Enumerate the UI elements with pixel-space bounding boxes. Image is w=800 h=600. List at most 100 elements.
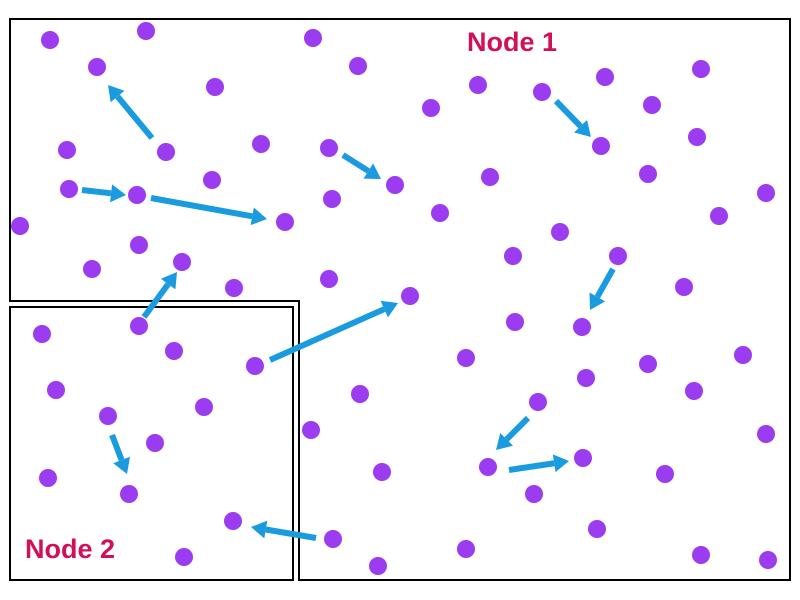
particle — [457, 540, 475, 558]
particle — [759, 551, 777, 569]
particle — [323, 190, 341, 208]
particle — [47, 381, 65, 399]
particle — [592, 137, 610, 155]
node1-region — [9, 18, 791, 581]
particle — [506, 313, 524, 331]
migration-arrow — [251, 520, 317, 541]
particle — [574, 449, 592, 467]
particle — [734, 346, 752, 364]
migration-arrow — [109, 433, 131, 474]
particle — [137, 22, 155, 40]
particle — [692, 60, 710, 78]
particle — [504, 247, 522, 265]
arrow-shaft — [115, 94, 155, 140]
particle — [99, 407, 117, 425]
particle — [643, 96, 661, 114]
particle — [11, 217, 29, 235]
particle — [401, 287, 419, 305]
migration-arrow — [141, 272, 177, 319]
arrow-head — [552, 454, 569, 473]
particle — [130, 317, 148, 335]
arrow-head — [574, 119, 591, 137]
particle — [195, 398, 213, 416]
arrow-shaft — [341, 152, 370, 174]
arrow-shaft — [508, 460, 555, 473]
migration-arrow — [150, 195, 267, 226]
particle — [225, 279, 243, 297]
particle — [757, 425, 775, 443]
node2-label: Node 2 — [25, 534, 115, 564]
particle — [246, 357, 264, 375]
particle — [206, 78, 224, 96]
particle — [39, 469, 57, 487]
particle — [588, 520, 606, 538]
arrow-head — [113, 456, 131, 474]
particle — [33, 325, 51, 343]
particles-group — [11, 22, 777, 575]
particle — [551, 223, 569, 241]
arrow-head — [380, 300, 398, 318]
particle — [224, 512, 242, 530]
particle — [58, 141, 76, 159]
migration-arrow — [268, 300, 398, 363]
particle — [324, 530, 342, 548]
migration-arrow — [589, 267, 616, 310]
particle — [60, 180, 78, 198]
particle — [692, 546, 710, 564]
particle — [639, 165, 657, 183]
particle — [639, 355, 657, 373]
migration-arrow — [496, 415, 531, 450]
arrow-shaft — [141, 282, 171, 319]
arrow-head — [496, 433, 513, 450]
particle — [573, 318, 591, 336]
particle — [533, 83, 551, 101]
particle — [596, 68, 614, 86]
particle — [83, 260, 101, 278]
particle — [685, 382, 703, 400]
arrow-head — [589, 292, 606, 310]
node1-label: Node 1 — [467, 27, 557, 57]
arrow-head — [251, 520, 268, 539]
migration-arrow — [108, 85, 155, 140]
migration-arrow — [508, 454, 569, 473]
arrow-shaft — [594, 267, 616, 299]
particle — [349, 57, 367, 75]
particle — [609, 247, 627, 265]
particle — [320, 270, 338, 288]
arrow-head — [110, 184, 126, 203]
particle — [146, 434, 164, 452]
particle — [88, 58, 106, 76]
particle — [128, 186, 146, 204]
particle — [386, 176, 404, 194]
arrow-shaft — [150, 195, 253, 220]
particle — [120, 485, 138, 503]
arrow-head — [250, 207, 267, 226]
particle — [173, 253, 191, 271]
particle — [304, 29, 322, 47]
particle — [41, 31, 59, 49]
particle — [276, 213, 294, 231]
particle — [351, 385, 369, 403]
arrow-shaft — [553, 98, 583, 129]
particle — [479, 458, 497, 476]
particle — [422, 99, 440, 117]
migration-arrow — [553, 98, 591, 137]
arrow-shaft — [109, 433, 125, 462]
migration-arrow — [341, 152, 381, 179]
migration-arrow — [81, 184, 126, 203]
particle — [469, 76, 487, 94]
particle — [757, 184, 775, 202]
arrow-shaft — [265, 526, 317, 541]
particle — [165, 342, 183, 360]
particle — [373, 463, 391, 481]
particle — [157, 143, 175, 161]
arrow-shaft — [268, 306, 386, 363]
particle — [431, 204, 449, 222]
particle — [369, 557, 387, 575]
particle — [203, 171, 221, 189]
arrow-shaft — [81, 187, 112, 197]
particle — [525, 485, 543, 503]
particle — [457, 349, 475, 367]
arrow-head — [363, 163, 381, 179]
